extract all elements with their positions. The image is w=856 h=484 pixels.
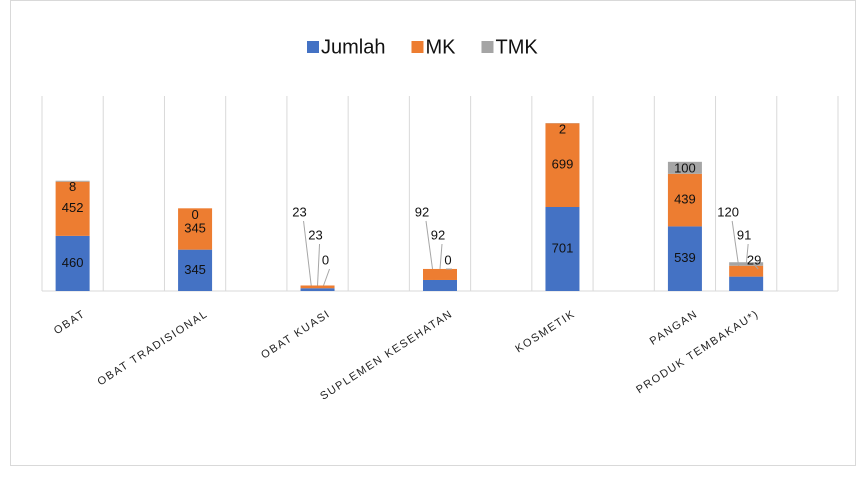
leader-line	[324, 269, 330, 285]
legend-swatch	[411, 41, 423, 53]
legend-swatch	[307, 41, 319, 53]
value-label: 0	[191, 207, 198, 222]
x-tick-label: PRODUK TEMBAKAU*)	[634, 308, 761, 396]
legend: Jumlah MK TMK	[307, 36, 538, 58]
x-tick-label: OBAT KUASI	[259, 308, 333, 362]
bar-segment	[423, 269, 457, 280]
value-label: 120	[717, 204, 739, 219]
value-label: 452	[62, 200, 84, 215]
bar-segment	[301, 288, 335, 291]
bar-segment	[301, 285, 335, 288]
value-label: 29	[747, 252, 761, 267]
x-tick-label: OBAT TRADISIONAL	[95, 308, 210, 388]
x-tick-label: SUPLEMEN KESEHATAN	[318, 308, 455, 403]
value-label: 439	[674, 192, 696, 207]
x-tick-label: KOSMETIK	[513, 308, 577, 356]
value-label: 23	[308, 227, 322, 242]
value-label: 0	[444, 252, 451, 267]
value-label: 92	[431, 227, 445, 242]
legend-label: MK	[425, 36, 456, 58]
bar-segment	[729, 277, 763, 291]
value-label: 91	[737, 227, 751, 242]
value-label: 539	[674, 250, 696, 265]
value-label: 2	[559, 121, 566, 136]
value-label: 345	[184, 262, 206, 277]
value-label: 701	[552, 240, 574, 255]
value-label: 8	[69, 179, 76, 194]
value-label: 100	[674, 160, 696, 175]
x-tick-label: OBAT	[52, 308, 88, 337]
value-label: 23	[292, 204, 306, 219]
leader-line	[318, 244, 320, 285]
legend-label: Jumlah	[321, 36, 385, 58]
value-label: 460	[62, 255, 84, 270]
legend-swatch	[481, 41, 493, 53]
legend-label: TMK	[495, 36, 538, 58]
leader-line	[440, 244, 442, 269]
value-label: 699	[552, 157, 574, 172]
x-tick-label: PANGAN	[648, 308, 700, 348]
bar-segment	[423, 280, 457, 291]
value-label: 0	[322, 252, 329, 267]
value-label: 345	[184, 220, 206, 235]
value-label: 92	[415, 204, 429, 219]
